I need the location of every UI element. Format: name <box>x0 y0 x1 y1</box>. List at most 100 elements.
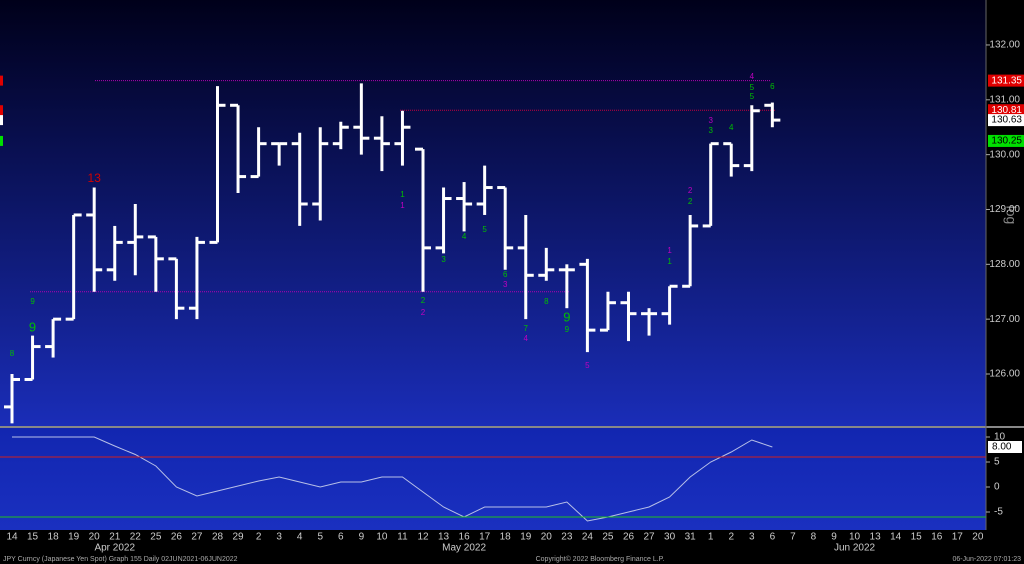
x-tick-label: 11 <box>397 532 408 543</box>
x-tick-label: 14 <box>6 532 18 543</box>
annotation: 2 <box>421 296 426 305</box>
x-tick-label: 10 <box>849 532 861 543</box>
x-tick-label: 2 <box>728 532 734 543</box>
x-tick-label: 18 <box>500 532 512 543</box>
annotation: 9 <box>29 319 36 334</box>
oscillator-line <box>12 436 773 522</box>
annotation: 1 <box>400 201 405 210</box>
annotation: 4 <box>524 334 529 343</box>
x-tick-label: 27 <box>643 532 655 543</box>
price-tag <box>988 104 1024 117</box>
annotation: 5 <box>750 83 755 92</box>
footer-left: JPY Curncy (Japanese Yen Spot) Graph 155… <box>3 556 238 563</box>
annotation: 3 <box>441 255 446 264</box>
x-tick-label: 26 <box>171 532 183 543</box>
footer-right: 06-Jun-2022 07:01:23 <box>953 556 1022 563</box>
x-tick-label: 20 <box>541 532 553 543</box>
x-tick-label: 16 <box>931 532 943 543</box>
x-tick-label: 19 <box>520 532 532 543</box>
footer-center: Copyright© 2022 Bloomberg Finance L.P. <box>536 555 665 563</box>
x-tick-label: 20 <box>972 532 984 543</box>
x-tick-label: 13 <box>870 532 882 543</box>
x-tick-label: 9 <box>831 532 837 543</box>
month-label: Apr 2022 <box>94 543 135 554</box>
x-tick-label: 15 <box>27 532 39 543</box>
annotation: 9 <box>563 309 570 324</box>
x-tick-label: 23 <box>561 532 573 543</box>
oscillator-panel <box>0 428 986 530</box>
price-tag-edge <box>0 115 3 126</box>
x-tick-label: 31 <box>685 532 697 543</box>
x-tick-label: 24 <box>582 532 594 543</box>
price-panel <box>0 0 986 426</box>
price-tag <box>988 114 1024 127</box>
annotation: 5 <box>585 361 590 370</box>
axis-label: log <box>1003 206 1019 225</box>
price-tag <box>988 134 1024 147</box>
annotation: 8 <box>10 349 15 358</box>
annotation: 7 <box>524 324 529 333</box>
x-tick-label: 21 <box>109 532 121 543</box>
y-tick-label: 130.00 <box>989 149 1020 160</box>
annotation: 9 <box>30 297 35 306</box>
annotation: 2 <box>688 186 693 195</box>
x-tick-label: 17 <box>479 532 491 543</box>
annotation: 3 <box>708 116 713 125</box>
annotation: 5 <box>482 225 487 234</box>
x-tick-label: 17 <box>952 532 964 543</box>
x-tick-label: 6 <box>770 532 776 543</box>
annotation: 9 <box>565 325 570 334</box>
x-tick-label: 12 <box>417 532 429 543</box>
x-tick-label: 30 <box>664 532 676 543</box>
price-tag-edge <box>0 75 3 86</box>
annotation: 3 <box>708 126 713 135</box>
price-tag-label: 130.81 <box>991 105 1022 116</box>
price-tag-label: 130.63 <box>991 115 1022 126</box>
y-tick-label: 126.00 <box>989 369 1020 380</box>
annotation: 5 <box>750 92 755 101</box>
x-tick-label: 26 <box>623 532 635 543</box>
x-tick-label: 5 <box>317 532 323 543</box>
annotation: 13 <box>88 171 102 185</box>
annotation: 1 <box>400 190 405 199</box>
y-tick-label: 131.00 <box>989 94 1020 105</box>
x-tick-label: 25 <box>602 532 614 543</box>
x-tick-label: 16 <box>459 532 471 543</box>
value-tag-label: 8.00 <box>992 442 1012 453</box>
annotation: 1 <box>667 257 672 266</box>
annotation: 6 <box>770 82 775 91</box>
y2-tick-label: 0 <box>994 482 1000 493</box>
y-tick-label: 129.00 <box>989 204 1020 215</box>
annotation: 4 <box>750 72 755 81</box>
price-tag-label: 130.25 <box>991 136 1022 147</box>
price-tag-edge <box>0 105 3 116</box>
x-tick-label: 3 <box>749 532 755 543</box>
x-tick-label: 28 <box>212 532 224 543</box>
annotation: 3 <box>503 280 508 289</box>
x-tick-label: 14 <box>890 532 902 543</box>
annotation: 2 <box>688 197 693 206</box>
x-tick-label: 18 <box>48 532 60 543</box>
x-tick-label: 22 <box>130 532 142 543</box>
x-tick-label: 9 <box>359 532 365 543</box>
x-tick-label: 3 <box>276 532 282 543</box>
x-tick-label: 25 <box>150 532 162 543</box>
x-tick-label: 6 <box>338 532 344 543</box>
annotation: 2 <box>421 308 426 317</box>
x-tick-label: 13 <box>438 532 450 543</box>
annotation: 1 <box>667 246 672 255</box>
x-tick-label: 1 <box>708 532 714 543</box>
x-tick-label: 4 <box>297 532 303 543</box>
value-tag <box>988 441 1022 453</box>
month-label: Jun 2022 <box>834 543 876 554</box>
annotation: 6 <box>503 270 508 279</box>
y-tick-label: 132.00 <box>989 40 1020 51</box>
x-tick-label: 19 <box>68 532 80 543</box>
annotation: 8 <box>544 297 549 306</box>
y2-tick-label: 10 <box>994 432 1006 443</box>
x-tick-label: 8 <box>811 532 817 543</box>
y2-tick-label: 5 <box>994 457 1000 468</box>
y2-tick-label: -5 <box>994 507 1003 518</box>
month-label: May 2022 <box>442 543 486 554</box>
